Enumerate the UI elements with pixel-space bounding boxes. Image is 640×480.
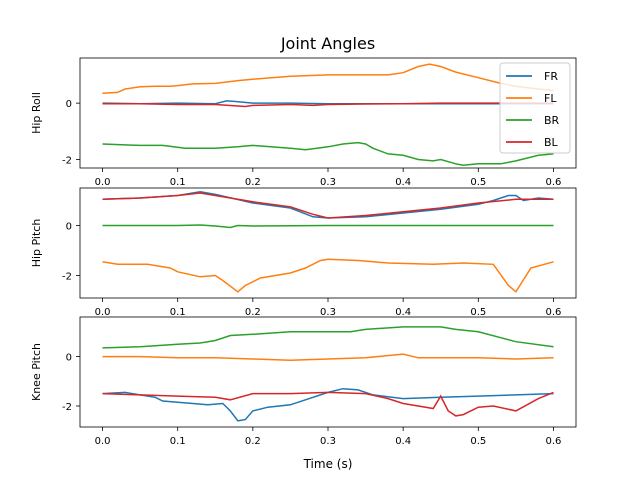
x-tick-label: 0.0 <box>95 436 111 447</box>
y-tick-label: -2 <box>62 402 72 413</box>
chart-title: Joint Angles <box>280 34 375 53</box>
legend-label-bl: BL <box>544 136 559 149</box>
x-tick-label: 0.2 <box>245 307 261 318</box>
x-tick-label: 0.3 <box>320 436 336 447</box>
series-line-br <box>102 224 554 229</box>
x-tick-label: 0.2 <box>245 177 261 188</box>
series-line-fl <box>102 258 554 293</box>
series-line-fr <box>102 191 554 219</box>
x-tick-label: 0.6 <box>546 177 562 188</box>
x-tick-label: 0.2 <box>245 436 261 447</box>
series-line-bl <box>102 192 554 219</box>
subplot-1: 0.0 0.1 0.2 0.3 0.4 0.5 0.6 -2 0 Hip Roll <box>30 57 577 188</box>
y-tick-label: 0 <box>66 353 72 364</box>
legend-label-br: BR <box>544 114 560 127</box>
y-tick-label: -2 <box>62 156 72 167</box>
subplot-2: 0.0 0.1 0.2 0.3 0.4 0.5 0.6 -2 0 Hip Pitch <box>30 187 577 318</box>
x-tick-label: 0.0 <box>95 307 111 318</box>
x-tick-label: 0.3 <box>320 307 336 318</box>
y-axis-label: Hip Roll <box>30 92 43 134</box>
x-tick-label: 0.5 <box>470 436 486 447</box>
x-tick-label: 0.3 <box>320 177 336 188</box>
legend: FR FL BR BL <box>499 62 571 154</box>
x-tick-label: 0.0 <box>95 177 111 188</box>
series-line-fr <box>102 387 554 422</box>
y-tick-label: 0 <box>66 222 72 233</box>
y-tick-label: -2 <box>62 272 72 283</box>
x-tick-label: 0.1 <box>170 436 186 447</box>
y-axis-label: Hip Pitch <box>30 219 43 268</box>
y-axis-label: Knee Pitch <box>30 343 43 401</box>
x-tick-label: 0.4 <box>395 436 411 447</box>
x-tick-label: 0.6 <box>546 436 562 447</box>
series-line-bl <box>102 102 554 108</box>
legend-label-fr: FR <box>544 70 558 83</box>
series-line-bl <box>102 391 554 417</box>
x-tick-label: 0.4 <box>395 177 411 188</box>
x-tick-label: 0.1 <box>170 307 186 318</box>
x-tick-label: 0.4 <box>395 307 411 318</box>
x-axis-label: Time (s) <box>303 457 353 471</box>
legend-box <box>499 62 571 154</box>
y-tick-label: 0 <box>66 99 72 110</box>
legend-label-fl: FL <box>544 92 557 105</box>
x-tick-label: 0.1 <box>170 177 186 188</box>
x-tick-label: 0.5 <box>470 307 486 318</box>
series-line-fl <box>102 353 554 362</box>
series-line-br <box>102 326 554 349</box>
x-tick-label: 0.5 <box>470 177 486 188</box>
series-line-br <box>102 141 554 166</box>
x-tick-label: 0.6 <box>546 307 562 318</box>
subplot-3: 0.0 0.1 0.2 0.3 0.4 0.5 0.6 -2 0 Knee Pitch <box>30 316 577 447</box>
series-line-fl <box>102 63 554 95</box>
